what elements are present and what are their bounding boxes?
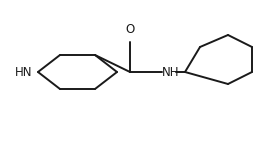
Text: O: O bbox=[125, 23, 135, 36]
Text: HN: HN bbox=[15, 66, 32, 79]
Text: NH: NH bbox=[162, 66, 179, 79]
